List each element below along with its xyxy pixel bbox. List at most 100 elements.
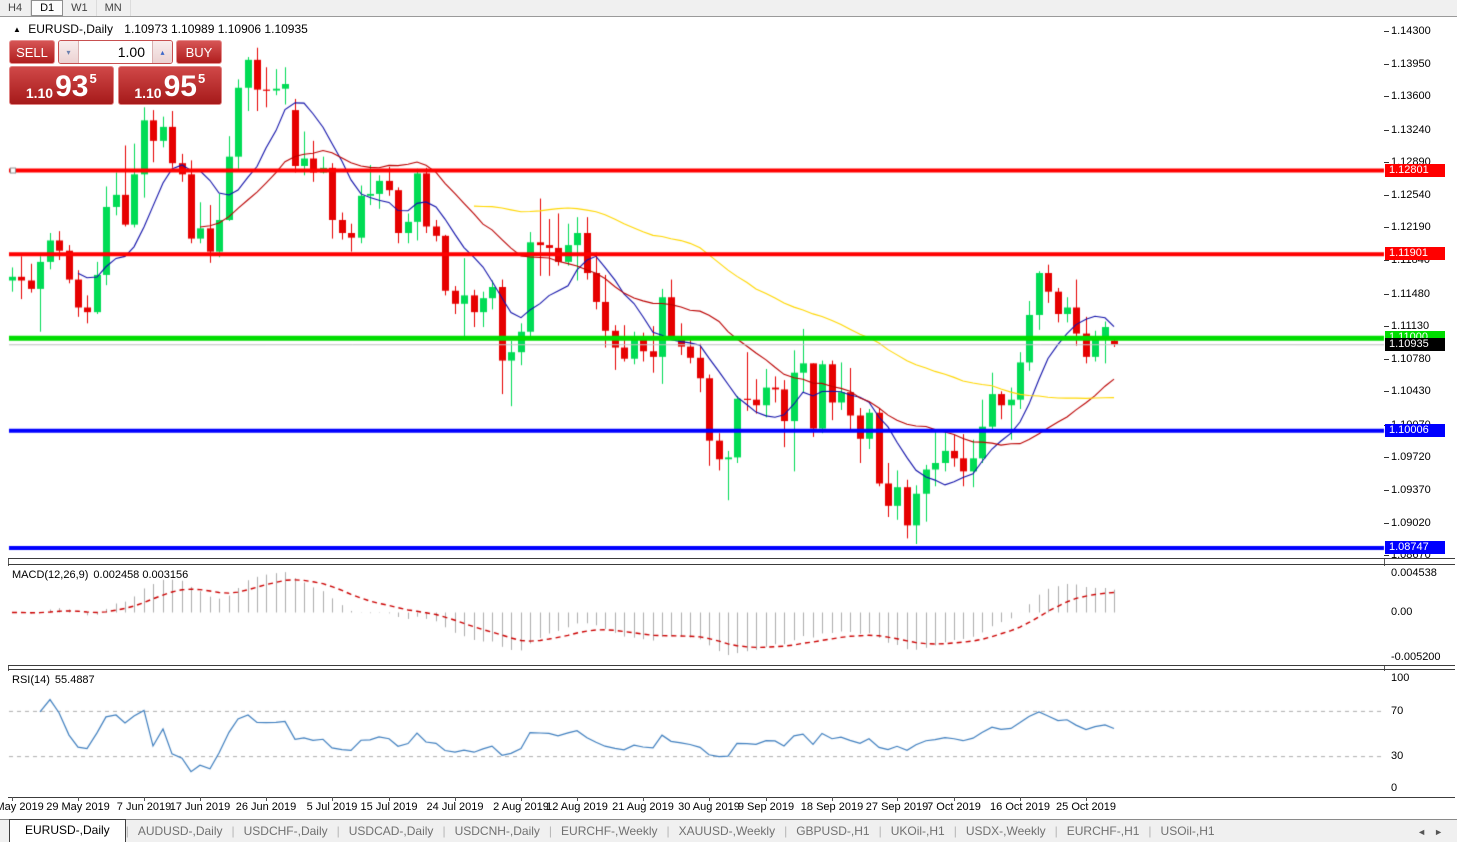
- tab-separator: |: [231, 824, 235, 838]
- date-axis-tick-mark: [709, 797, 710, 801]
- date-axis-label: 9 Sep 2019: [737, 801, 795, 813]
- tab-ukoil-h1[interactable]: UKOil-,H1: [890, 824, 945, 838]
- volume-decrease-icon[interactable]: ▾: [59, 41, 79, 63]
- sell-price-pip: 5: [89, 71, 97, 86]
- timeframe-button-w1[interactable]: W1: [63, 0, 97, 16]
- tab-usoil-h1[interactable]: USOil-,H1: [1160, 824, 1215, 838]
- date-axis-label: 7 Oct 2019: [927, 801, 981, 813]
- timeframe-button-d1[interactable]: D1: [31, 0, 64, 16]
- date-axis-label: 20 May 2019: [0, 801, 44, 813]
- tab-separator: |: [1054, 824, 1058, 838]
- chart-symbol-label: EURUSD-,Daily: [28, 22, 113, 36]
- date-axis-tick-mark: [954, 797, 955, 801]
- tab-eurusd-daily[interactable]: EURUSD-,Daily: [9, 819, 126, 842]
- rsi-label: RSI(14) 55.4887: [12, 674, 95, 686]
- one-click-trade-panel: SELL ▾ 1.00 ▴ BUY 1.10 93 5 1.10 95 5: [9, 40, 222, 105]
- volume-input[interactable]: 1.00: [117, 44, 145, 60]
- macd-axis-label: 0.00: [1391, 606, 1413, 618]
- timeframe-button-mn[interactable]: MN: [97, 0, 131, 16]
- price-axis-tick-label: 1.11480: [1391, 287, 1430, 300]
- rsi-name: RSI(14): [12, 674, 50, 686]
- date-axis-label: 26 Jun 2019: [235, 801, 297, 813]
- panel-separator[interactable]: [8, 564, 1455, 565]
- rsi-axis-label: 100: [1391, 672, 1410, 684]
- price-level-badge: 1.08747: [1385, 541, 1445, 554]
- volume-increase-icon[interactable]: ▴: [152, 41, 172, 63]
- tab-usdcad-daily[interactable]: USDCAD-,Daily: [348, 824, 434, 838]
- tab-usdchf-daily[interactable]: USDCHF-,Daily: [243, 824, 328, 838]
- tab-usdx-weekly[interactable]: USDX-,Weekly: [965, 824, 1046, 838]
- date-axis-tick-mark: [1086, 797, 1087, 801]
- chart-ohlc-values: 1.10973 1.10989 1.10906 1.10935: [124, 22, 308, 36]
- date-axis-label: 18 Sep 2019: [800, 801, 864, 813]
- sell-button[interactable]: SELL: [9, 40, 55, 64]
- price-axis-tick-label: 1.13240: [1391, 123, 1431, 136]
- buy-button[interactable]: BUY: [176, 40, 222, 64]
- macd-name: MACD(12,26,9): [12, 569, 89, 581]
- tab-xauusd-weekly[interactable]: XAUUSD-,Weekly: [678, 824, 776, 838]
- tab-gbpusd-h1[interactable]: GBPUSD-,H1: [796, 824, 870, 838]
- tab-separator: |: [666, 824, 670, 838]
- macd-axis-label: -0.005200: [1391, 651, 1441, 663]
- tab-scroll-arrows[interactable]: ◄►: [1417, 827, 1451, 837]
- price-axis-tick-label: 1.10430: [1391, 385, 1431, 398]
- tab-eurchf-h1[interactable]: EURCHF-,H1: [1066, 824, 1140, 838]
- panel-separator[interactable]: [8, 558, 1455, 559]
- sell-price-big: 93: [55, 70, 89, 104]
- tab-usdcnh-daily[interactable]: USDCNH-,Daily: [454, 824, 540, 838]
- tab-separator: |: [784, 824, 788, 838]
- macd-axis-label: 0.004538: [1391, 567, 1437, 579]
- sell-price-box[interactable]: 1.10 93 5: [9, 66, 114, 105]
- date-axis-tick-mark: [1020, 797, 1021, 801]
- price-level-badge: 1.12801: [1385, 163, 1445, 177]
- price-axis-tick-mark: [1384, 522, 1389, 524]
- date-axis-label: 7 Jun 2019: [116, 801, 172, 813]
- date-axis-label: 15 Jul 2019: [360, 801, 418, 813]
- date-axis-label: 12 Aug 2019: [546, 801, 608, 813]
- date-axis-tick-mark: [897, 797, 898, 801]
- timeframe-button-h4[interactable]: H4: [0, 0, 32, 16]
- tab-audusd-daily[interactable]: AUDUSD-,Daily: [137, 824, 223, 838]
- date-axis-tick-mark: [766, 797, 767, 801]
- price-axis-tick-mark: [1384, 326, 1389, 328]
- rsi-axis-label: 30: [1391, 750, 1404, 762]
- tab-eurchf-weekly[interactable]: EURCHF-,Weekly: [561, 824, 658, 838]
- chart-header: ▲ EURUSD-,Daily 1.10973 1.10989 1.10906 …: [13, 22, 308, 36]
- buy-price-big: 95: [163, 70, 197, 104]
- price-axis-tick-label: 1.09020: [1391, 516, 1431, 529]
- date-axis-label: 27 Sep 2019: [865, 801, 929, 813]
- date-axis-tick-mark: [144, 797, 145, 801]
- price-axis-tick-label: 1.13950: [1391, 57, 1431, 70]
- panel-separator[interactable]: [8, 665, 1455, 666]
- buy-price-box[interactable]: 1.10 95 5: [117, 66, 222, 105]
- date-axis-label: 25 Oct 2019: [1056, 801, 1116, 813]
- date-axis-tick-mark: [12, 797, 13, 801]
- date-axis-tick-mark: [78, 797, 79, 801]
- price-axis-tick-label: 1.09720: [1391, 451, 1431, 464]
- price-axis-tick-mark: [1384, 489, 1389, 491]
- price-axis-tick-mark: [1384, 358, 1389, 360]
- rsi-axis-label: 0: [1391, 782, 1398, 794]
- price-axis-tick-mark: [1384, 457, 1389, 459]
- rsi-panel-chart[interactable]: [0, 671, 1457, 797]
- price-axis-tick-mark: [1384, 555, 1389, 557]
- price-level-badge: 1.10006: [1385, 423, 1445, 437]
- price-level-badge: 1.11901: [1385, 247, 1445, 261]
- price-axis-tick-label: 1.14300: [1391, 24, 1431, 37]
- date-axis-tick-mark: [455, 797, 456, 801]
- main-price-chart[interactable]: [0, 17, 1457, 558]
- panel-separator[interactable]: [8, 669, 1455, 670]
- price-axis-tick-label: 1.13600: [1391, 90, 1431, 103]
- date-axis-label: 24 Jul 2019: [426, 801, 484, 813]
- chart-collapse-triangle-icon[interactable]: ▲: [13, 25, 21, 34]
- macd-panel-chart[interactable]: [0, 566, 1457, 665]
- price-axis-tick-mark: [1384, 129, 1389, 131]
- chart-bottom-border: [8, 797, 1455, 798]
- date-axis-tick-mark: [577, 797, 578, 801]
- buy-price-prefix: 1.10: [134, 85, 162, 101]
- tab-separator: |: [548, 824, 553, 838]
- date-axis-tick-mark: [389, 797, 390, 801]
- price-axis-tick-mark: [1384, 391, 1389, 393]
- tab-separator: |: [1148, 824, 1152, 838]
- macd-values: 0.002458 0.003156: [93, 569, 189, 581]
